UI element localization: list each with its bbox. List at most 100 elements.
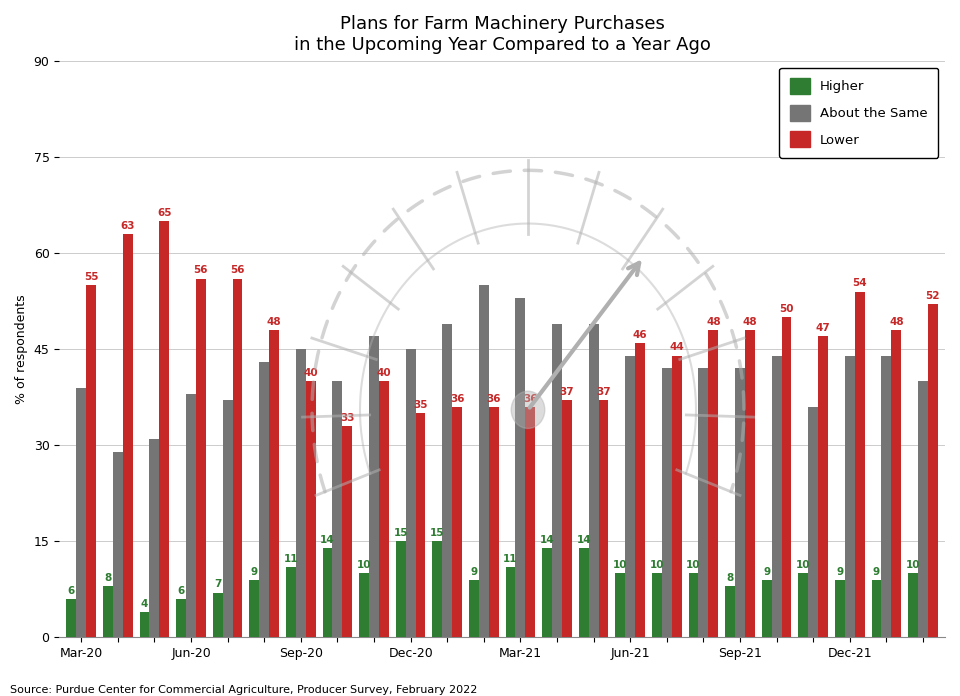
Text: 50: 50 (780, 304, 794, 314)
Text: 47: 47 (816, 323, 830, 333)
Text: 9: 9 (251, 567, 258, 576)
Text: 65: 65 (157, 208, 172, 218)
Text: 36: 36 (523, 394, 538, 404)
Bar (196, 278, 205, 638)
Bar (379, 381, 389, 638)
Text: 6: 6 (68, 586, 75, 596)
Bar (123, 234, 132, 638)
Bar (708, 330, 718, 638)
Text: 11: 11 (503, 554, 517, 564)
Text: 36: 36 (487, 394, 501, 404)
Text: 37: 37 (560, 387, 574, 397)
Circle shape (511, 391, 544, 429)
Bar (452, 406, 462, 638)
Bar (525, 406, 536, 638)
Bar (177, 599, 186, 638)
Bar (881, 356, 892, 638)
Bar (323, 548, 332, 638)
Bar (579, 548, 588, 638)
Text: 9: 9 (836, 567, 844, 576)
Bar (772, 356, 781, 638)
Text: 40: 40 (376, 368, 392, 378)
Bar (735, 368, 745, 638)
Bar (799, 574, 808, 638)
Bar (745, 330, 755, 638)
Bar (908, 574, 918, 638)
Title: Plans for Farm Machinery Purchases
in the Upcoming Year Compared to a Year Ago: Plans for Farm Machinery Purchases in th… (294, 15, 710, 54)
Bar (762, 580, 772, 638)
Text: 48: 48 (889, 317, 903, 326)
Text: 14: 14 (540, 535, 555, 544)
Bar (818, 336, 828, 638)
Bar (150, 439, 159, 638)
Bar (506, 567, 516, 638)
Bar (296, 349, 306, 638)
Text: 14: 14 (321, 535, 335, 544)
Bar (699, 368, 708, 638)
Text: 56: 56 (194, 265, 208, 276)
Text: 9: 9 (873, 567, 880, 576)
Bar (845, 356, 854, 638)
Text: 8: 8 (105, 573, 111, 583)
Legend: Higher, About the Same, Lower: Higher, About the Same, Lower (780, 68, 939, 158)
Text: Source: Purdue Center for Commercial Agriculture, Producer Survey, February 2022: Source: Purdue Center for Commercial Agr… (10, 685, 477, 695)
Text: 14: 14 (576, 535, 591, 544)
Bar (406, 349, 416, 638)
Bar (516, 298, 525, 638)
Text: 35: 35 (413, 400, 428, 410)
Text: 48: 48 (743, 317, 757, 326)
Text: 10: 10 (613, 560, 628, 570)
Bar (269, 330, 279, 638)
Bar (286, 567, 296, 638)
Text: 10: 10 (686, 560, 701, 570)
Bar (186, 394, 196, 638)
Text: 55: 55 (84, 272, 98, 282)
Bar (259, 362, 269, 638)
Bar (636, 342, 645, 638)
Bar (542, 548, 552, 638)
Bar (625, 356, 636, 638)
Bar (688, 574, 699, 638)
Bar (599, 400, 609, 638)
Bar (615, 574, 625, 638)
Text: 56: 56 (230, 265, 245, 276)
Bar (103, 586, 113, 638)
Bar (369, 336, 379, 638)
Bar (562, 400, 572, 638)
Text: 48: 48 (706, 317, 721, 326)
Bar (835, 580, 845, 638)
Text: 10: 10 (357, 560, 372, 570)
Text: 52: 52 (925, 291, 940, 301)
Text: 11: 11 (284, 554, 299, 564)
Bar (918, 381, 928, 638)
Bar (725, 586, 735, 638)
Bar (250, 580, 259, 638)
Bar (232, 278, 243, 638)
Bar (213, 592, 223, 638)
Bar (469, 580, 479, 638)
Bar (872, 580, 881, 638)
Bar (86, 285, 96, 638)
Text: 48: 48 (267, 317, 281, 326)
Text: 15: 15 (394, 528, 408, 538)
Text: 54: 54 (852, 278, 867, 288)
Text: 46: 46 (633, 329, 647, 340)
Bar (396, 541, 406, 638)
Text: 4: 4 (141, 599, 148, 608)
Bar (588, 324, 599, 638)
Text: 63: 63 (120, 221, 135, 230)
Bar (854, 292, 865, 638)
Bar (928, 304, 938, 638)
Text: 36: 36 (450, 394, 465, 404)
Text: 8: 8 (727, 573, 733, 583)
Bar (672, 356, 682, 638)
Text: 33: 33 (340, 413, 354, 422)
Text: 37: 37 (596, 387, 611, 397)
Text: 10: 10 (650, 560, 664, 570)
Bar (781, 317, 791, 638)
Text: 10: 10 (906, 560, 921, 570)
Text: 6: 6 (178, 586, 184, 596)
Bar (552, 324, 562, 638)
Text: 9: 9 (763, 567, 770, 576)
Bar (892, 330, 901, 638)
